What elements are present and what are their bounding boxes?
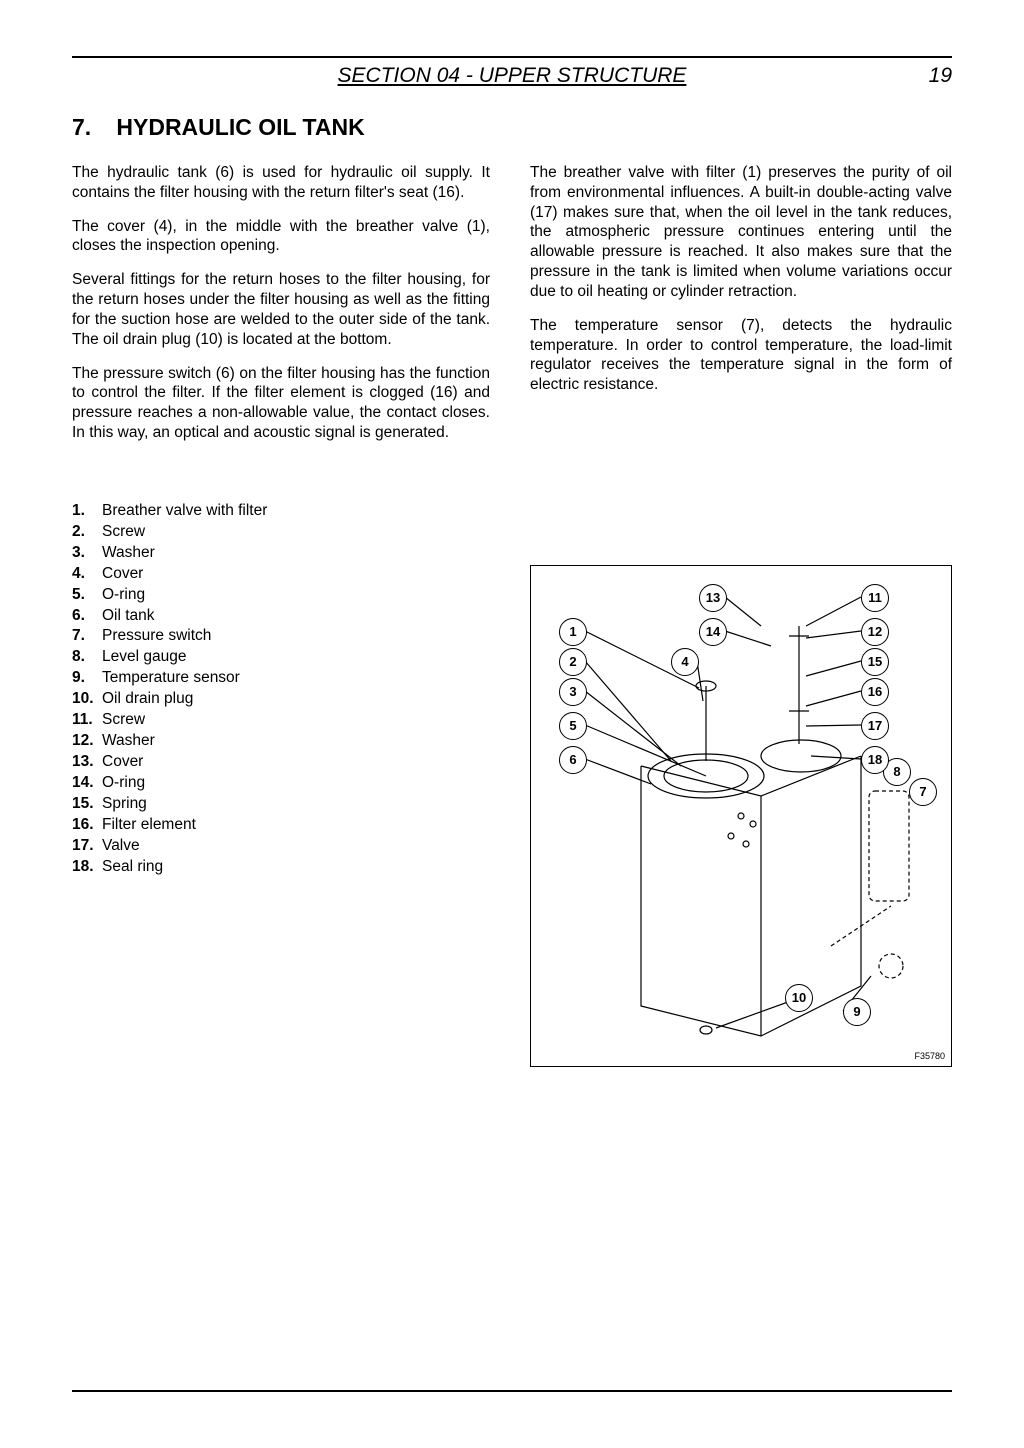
part-label: Oil drain plug (102, 689, 193, 710)
part-label: Cover (102, 564, 143, 585)
part-label: Cover (102, 752, 143, 773)
callout-12: 12 (861, 618, 889, 646)
callout-9: 9 (843, 998, 871, 1026)
part-label: Screw (102, 522, 145, 543)
callout-1: 1 (559, 618, 587, 646)
callout-2: 2 (559, 648, 587, 676)
part-label: Washer (102, 731, 155, 752)
tank-diagram-icon (531, 566, 951, 1066)
body-paragraph: The hydraulic tank (6) is used for hydra… (72, 163, 490, 203)
figure-hydraulic-tank: 1 2 3 4 5 6 7 8 9 10 11 12 13 14 15 16 1… (530, 565, 952, 1067)
callout-13: 13 (699, 584, 727, 612)
part-label: O-ring (102, 773, 145, 794)
callout-15: 15 (861, 648, 889, 676)
part-label: Oil tank (102, 606, 155, 627)
part-label: O-ring (102, 585, 145, 606)
header-title: SECTION 04 - UPPER STRUCTURE (112, 64, 912, 88)
parts-list: 1.Breather valve with filter 2.Screw 3.W… (72, 501, 490, 878)
callout-4: 4 (671, 648, 699, 676)
part-label: Screw (102, 710, 145, 731)
section-number: 7. (72, 114, 110, 141)
section-heading: 7. HYDRAULIC OIL TANK (72, 114, 952, 141)
part-label: Spring (102, 794, 147, 815)
body-paragraph: The breather valve with filter (1) prese… (530, 163, 952, 302)
footer-rule (72, 1390, 952, 1392)
part-label: Washer (102, 543, 155, 564)
part-label: Temperature sensor (102, 668, 240, 689)
callout-18: 18 (861, 746, 889, 774)
part-label: Level gauge (102, 647, 186, 668)
body-paragraph: Several fittings for the return hoses to… (72, 270, 490, 349)
page-header: SECTION 04 - UPPER STRUCTURE 19 (72, 64, 952, 88)
body-paragraph: The temperature sensor (7), detects the … (530, 316, 952, 395)
callout-5: 5 (559, 712, 587, 740)
part-label: Breather valve with filter (102, 501, 267, 522)
callout-7: 7 (909, 778, 937, 806)
part-label: Pressure switch (102, 626, 211, 647)
left-column: The hydraulic tank (6) is used for hydra… (72, 163, 490, 1067)
callout-11: 11 (861, 584, 889, 612)
callout-6: 6 (559, 746, 587, 774)
section-title: HYDRAULIC OIL TANK (116, 114, 364, 140)
callout-16: 16 (861, 678, 889, 706)
body-paragraph: The cover (4), in the middle with the br… (72, 217, 490, 257)
part-label: Filter element (102, 815, 196, 836)
callout-10: 10 (785, 984, 813, 1012)
callout-17: 17 (861, 712, 889, 740)
figure-id: F35780 (914, 1051, 945, 1063)
right-column: The breather valve with filter (1) prese… (530, 163, 952, 1067)
part-label: Seal ring (102, 857, 163, 878)
callout-14: 14 (699, 618, 727, 646)
callout-3: 3 (559, 678, 587, 706)
part-label: Valve (102, 836, 140, 857)
body-paragraph: The pressure switch (6) on the filter ho… (72, 364, 490, 443)
page-number: 19 (912, 64, 952, 88)
